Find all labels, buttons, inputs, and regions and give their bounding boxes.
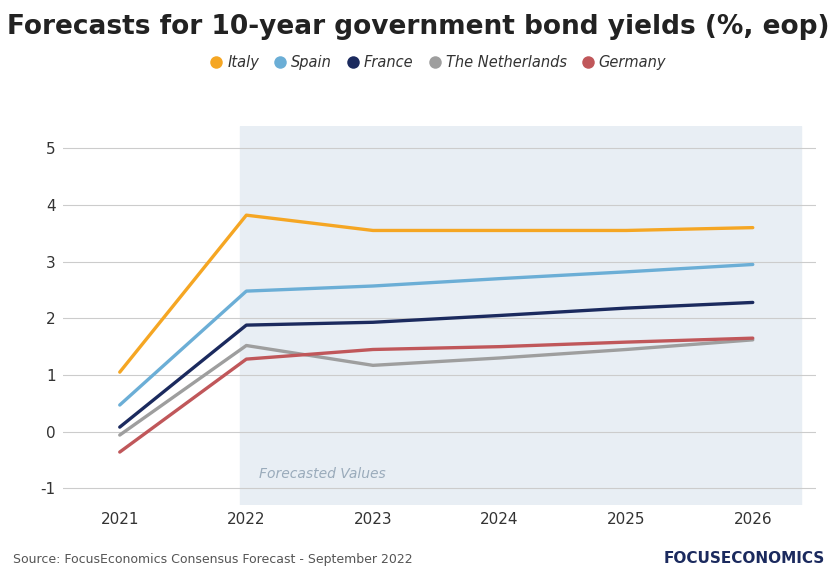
Bar (240, 126, 800, 505)
Legend: Italy, Spain, France, The Netherlands, Germany: Italy, Spain, France, The Netherlands, G… (206, 49, 671, 76)
Text: Source: FocusEconomics Consensus Forecast - September 2022: Source: FocusEconomics Consensus Forecas… (13, 553, 411, 566)
Text: Forecasts for 10-year government bond yields (%, eop): Forecasts for 10-year government bond yi… (8, 14, 828, 41)
Text: Forecasted Values: Forecasted Values (258, 467, 385, 481)
Text: FOCUSECONOMICS: FOCUSECONOMICS (662, 552, 823, 566)
